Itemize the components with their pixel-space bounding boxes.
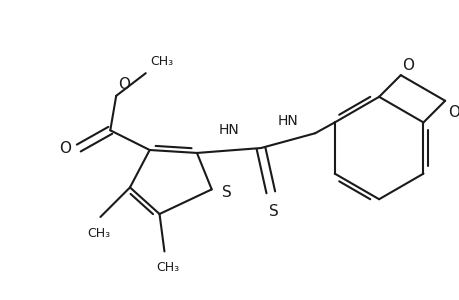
Text: O: O	[447, 105, 459, 120]
Text: HN: HN	[218, 123, 239, 137]
Text: O: O	[401, 58, 413, 73]
Text: HN: HN	[277, 114, 298, 128]
Text: CH₃: CH₃	[87, 227, 110, 240]
Text: S: S	[269, 204, 278, 219]
Text: S: S	[221, 185, 231, 200]
Text: O: O	[118, 77, 130, 92]
Text: CH₃: CH₃	[156, 261, 179, 274]
Text: CH₃: CH₃	[151, 55, 174, 68]
Text: O: O	[59, 140, 71, 155]
